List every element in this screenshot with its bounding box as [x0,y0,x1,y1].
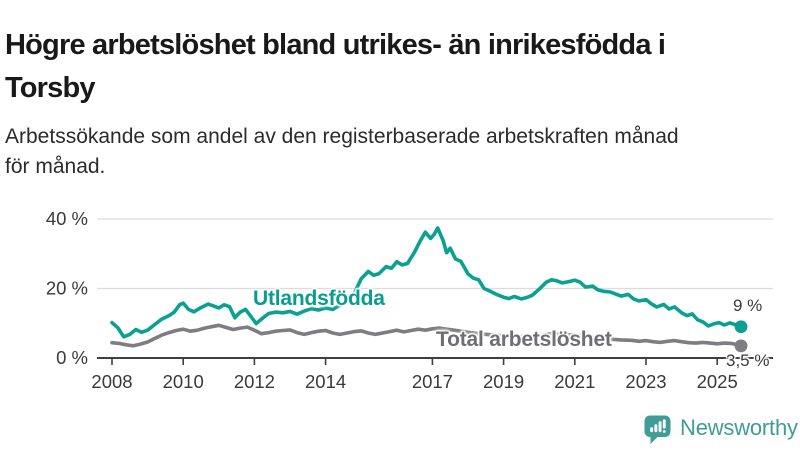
end-value-label-total: 3,5 % [726,351,770,370]
x-axis-label-2025: 2025 [697,371,738,392]
series-label-total-arbetsloshet: Total arbetslöshet [436,328,612,351]
newsworthy-chart-bubble-icon [644,415,671,444]
x-axis-label-2023: 2023 [625,371,666,392]
series-line-1 [110,323,743,348]
page-title-line2: Torsby [5,72,96,105]
y-axis-label-40: 40 % [46,208,88,229]
x-axis-label-2014: 2014 [305,371,346,392]
end-dot-1 [734,339,748,353]
newsworthy-wordmark: Newsworthy [680,415,798,440]
page-title-line1: Högre arbetslöshet bland utrikes- än inr… [5,29,666,62]
y-axis-label-0: 0 % [56,347,88,368]
chart-subtitle: Arbetssökande som andel av den registerb… [5,122,797,182]
series-label-utlandsfodda: Utlandsfödda [253,287,385,310]
x-axis-label-2008: 2008 [91,371,132,392]
x-axis-label-2017: 2017 [412,371,453,392]
chart-subtitle-line2: för månad. [5,155,106,178]
end-dot-0 [734,320,748,334]
newsworthy-logo: Newsworthy [644,415,798,445]
y-axis-label-20: 20 % [46,278,88,299]
x-axis-label-2012: 2012 [234,371,275,392]
x-axis-label-2019: 2019 [483,371,524,392]
x-axis-label-2010: 2010 [163,371,204,392]
series-line-0 [110,226,743,339]
end-value-label-utlandsfodda: 9 % [733,296,763,315]
chart-subtitle-line1: Arbetssökande som andel av den registerb… [5,125,679,148]
x-axis-label-2021: 2021 [554,371,595,392]
page-title: Högre arbetslöshet bland utrikes- än inr… [5,24,797,110]
